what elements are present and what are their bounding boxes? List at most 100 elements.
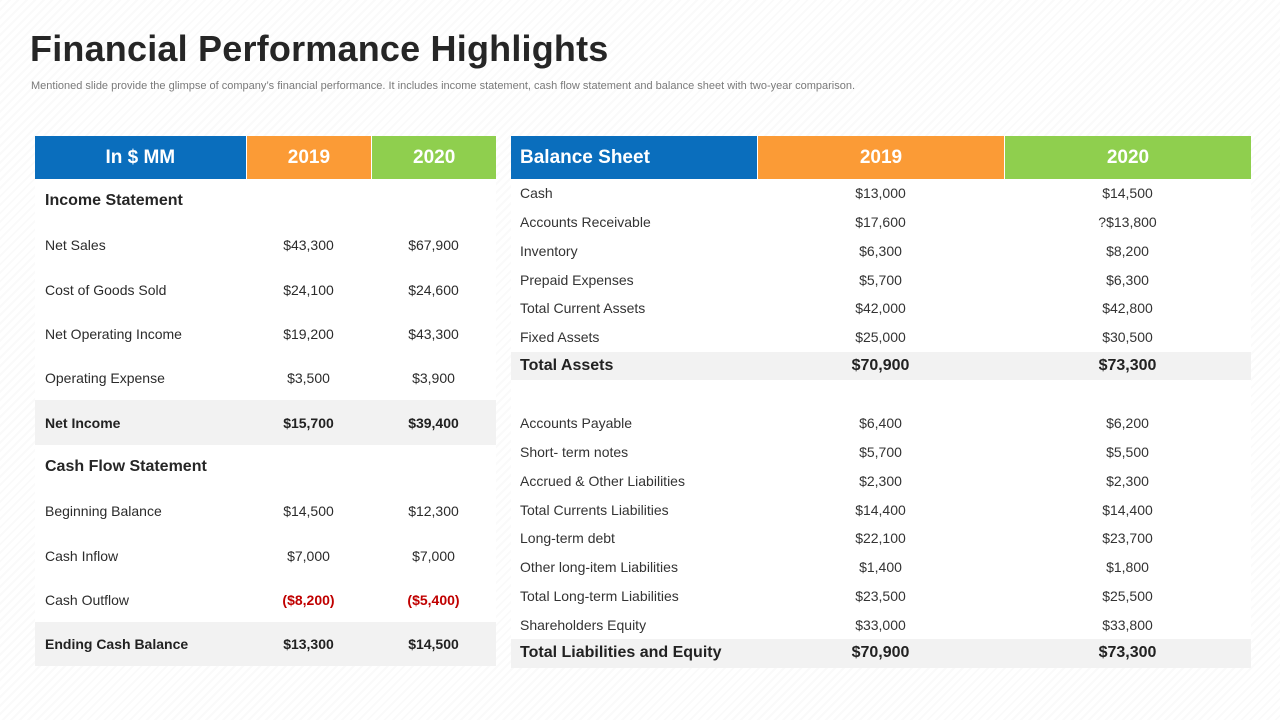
row-label: Ending Cash Balance (45, 636, 189, 653)
table-row: Accrued & Other Liabilities $2,300 $2,30… (511, 467, 1251, 496)
value-2019: $22,100 (855, 530, 906, 547)
net-income-row: Net Income $15,700 $39,400 (35, 400, 496, 445)
header-2020: 2020 (1004, 136, 1251, 179)
row-label: Total Current Assets (520, 300, 646, 317)
value-2019: $13,300 (283, 636, 334, 653)
section-label: Income Statement (45, 192, 183, 210)
row-label: Net Sales (45, 237, 106, 254)
section-heading-income-statement: Income Statement (35, 179, 496, 223)
table-row: Other long-item Liabilities $1,400 $1,80… (511, 553, 1251, 582)
table-row: Long-term debt $22,100 $23,700 (511, 524, 1251, 553)
row-label: Net Income (45, 414, 121, 431)
table-row: Inventory $6,300 $8,200 (511, 237, 1251, 266)
value-2020: ?$13,800 (1098, 214, 1157, 231)
value-2020: $14,400 (1102, 501, 1153, 518)
row-label: Operating Expense (45, 370, 165, 387)
table-row: Net Sales $43,300 $67,900 (35, 223, 496, 267)
row-label: Long-term debt (520, 530, 615, 547)
table-row: Cash Outflow ($8,200) ($5,400) (35, 578, 496, 622)
value-2020: $6,200 (1106, 415, 1149, 432)
table-row: Accounts Receivable $17,600 ?$13,800 (511, 208, 1251, 237)
section-heading-cash-flow: Cash Flow Statement (35, 445, 496, 489)
row-label: Total Long-term Liabilities (520, 587, 679, 604)
value-2019: $17,600 (855, 214, 906, 231)
table-row: Accounts Payable $6,400 $6,200 (511, 409, 1251, 438)
value-2019: $2,300 (859, 472, 902, 489)
header-balance-sheet: Balance Sheet (511, 136, 757, 179)
total-assets-row: Total Assets $70,900 $73,300 (511, 351, 1251, 381)
row-label: Inventory (520, 242, 578, 259)
table-header: In $ MM 2019 2020 (35, 136, 497, 179)
value-2020: $39,400 (408, 414, 459, 431)
value-2020: $12,300 (408, 503, 459, 520)
row-label: Cash Inflow (45, 547, 119, 564)
value-2019: $70,900 (851, 644, 910, 662)
table-row: Total Long-term Liabilities $23,500 $25,… (511, 582, 1251, 611)
page-title: Financial Performance Highlights (30, 28, 609, 69)
value-2020: $14,500 (1102, 185, 1153, 202)
row-label: Accounts Receivable (520, 214, 651, 231)
value-2020: $42,800 (1102, 300, 1153, 317)
row-label: Short- term notes (520, 444, 629, 461)
value-2019: $43,300 (283, 237, 334, 254)
value-2020: $67,900 (408, 237, 459, 254)
table-row: Cash $13,000 $14,500 (511, 179, 1251, 208)
value-2020: $5,500 (1106, 444, 1149, 461)
row-label: Total Liabilities and Equity (520, 644, 722, 662)
value-2019: $24,100 (283, 281, 334, 298)
value-2019: $42,000 (855, 300, 906, 317)
value-2020: $7,000 (412, 547, 455, 564)
row-label: Total Currents Liabilities (520, 501, 669, 518)
value-2019-negative: ($8,200) (282, 591, 335, 608)
value-2019: $19,200 (283, 326, 334, 343)
value-2019: $13,000 (855, 185, 906, 202)
table-row: Total Currents Liabilities $14,400 $14,4… (511, 495, 1251, 524)
row-label: Cash Outflow (45, 591, 130, 608)
row-label: Accrued & Other Liabilities (520, 472, 685, 489)
table-row: Cost of Goods Sold $24,100 $24,600 (35, 268, 496, 312)
ending-cash-balance-row: Ending Cash Balance $13,300 $14,500 (35, 621, 496, 667)
table-row: Shareholders Equity $33,000 $33,800 (511, 610, 1251, 639)
header-2019: 2019 (757, 136, 1004, 179)
value-2020: $73,300 (1098, 356, 1157, 374)
row-spacer (511, 380, 1251, 409)
row-label: Shareholders Equity (520, 616, 647, 633)
value-2020: $6,300 (1106, 271, 1149, 288)
table-row: Beginning Balance $14,500 $12,300 (35, 489, 496, 533)
value-2020: $1,800 (1106, 559, 1149, 576)
row-label: Cash (520, 185, 553, 202)
row-label: Accounts Payable (520, 415, 633, 432)
value-2019: $33,000 (855, 616, 906, 633)
value-2019: $70,900 (851, 356, 910, 374)
value-2020: $2,300 (1106, 472, 1149, 489)
value-2020: $8,200 (1106, 242, 1149, 259)
value-2020: $33,800 (1102, 616, 1153, 633)
value-2019: $6,300 (859, 242, 902, 259)
value-2019: $1,400 (859, 559, 902, 576)
balance-sheet-table: Balance Sheet 2019 2020 Cash $13,000 $14… (511, 136, 1251, 668)
table-row: Net Operating Income $19,200 $43,300 (35, 312, 496, 356)
value-2019: $6,400 (859, 415, 902, 432)
value-2020: $73,300 (1098, 644, 1157, 662)
value-2020: $24,600 (408, 281, 459, 298)
value-2020: $3,900 (412, 370, 455, 387)
row-label: Fixed Assets (520, 329, 600, 346)
row-label: Cost of Goods Sold (45, 281, 167, 298)
row-label: Prepaid Expenses (520, 271, 634, 288)
value-2019: $3,500 (287, 370, 330, 387)
value-2019: $15,700 (283, 414, 334, 431)
table-row: Cash Inflow $7,000 $7,000 (35, 533, 496, 577)
value-2020: $43,300 (408, 326, 459, 343)
header-units: In $ MM (35, 136, 246, 179)
value-2019: $7,000 (287, 547, 330, 564)
value-2019: $5,700 (859, 271, 902, 288)
row-label: Total Assets (520, 356, 614, 374)
table-header: Balance Sheet 2019 2020 (511, 136, 1251, 179)
total-liabilities-equity-row: Total Liabilities and Equity $70,900 $73… (511, 639, 1251, 668)
value-2019: $25,000 (855, 329, 906, 346)
table-row: Fixed Assets $25,000 $30,500 (511, 323, 1251, 352)
value-2020-negative: ($5,400) (407, 591, 460, 608)
header-2019: 2019 (245, 136, 372, 179)
section-label: Cash Flow Statement (45, 457, 207, 475)
value-2019: $23,500 (855, 587, 906, 604)
